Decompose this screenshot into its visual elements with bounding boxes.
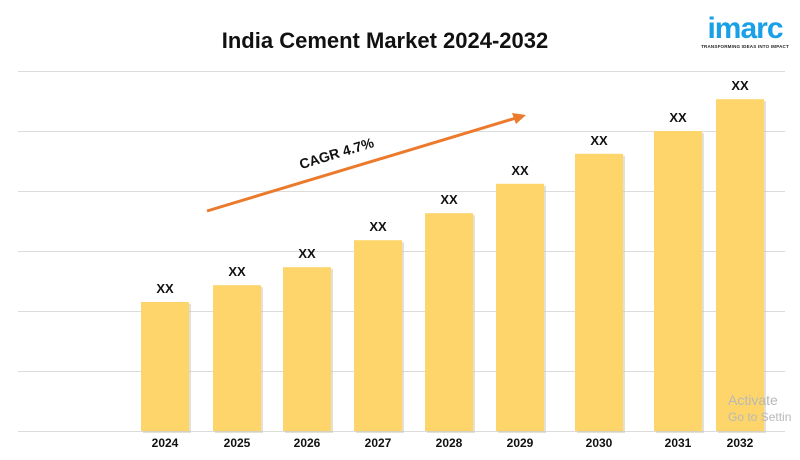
data-label: XX	[511, 163, 529, 178]
x-tick-label: 2028	[436, 436, 463, 450]
data-label: XX	[156, 281, 174, 296]
x-tick-label: 2024	[152, 436, 179, 450]
bar-2032	[716, 99, 764, 431]
data-label: XX	[298, 246, 316, 261]
x-tick-label: 2032	[727, 436, 754, 450]
bar-2028	[425, 213, 473, 431]
logo-tagline: TRANSFORMING IDEAS INTO IMPACT	[701, 44, 789, 49]
x-tick-label: 2027	[365, 436, 392, 450]
data-label: XX	[669, 110, 687, 125]
cagr-arrowhead-icon	[512, 113, 526, 124]
bar-2025	[213, 285, 261, 431]
bar-2030	[575, 153, 623, 432]
watermark-line2: Go to Settin	[728, 410, 792, 424]
data-label: XX	[440, 192, 458, 207]
cagr-arrow-line	[206, 116, 517, 213]
data-label: XX	[590, 133, 608, 148]
logo-wordmark: imarc	[707, 12, 783, 45]
bar-2024	[141, 302, 189, 431]
data-label: XX	[369, 219, 387, 234]
watermark-line1: Activate	[728, 392, 778, 408]
chart-title: India Cement Market 2024-2032	[221, 28, 549, 53]
cagr-annotation: CAGR 4.7%	[297, 134, 376, 172]
data-label: XX	[228, 264, 246, 279]
x-tick-label: 2029	[507, 436, 534, 450]
x-tick-label: 2031	[665, 436, 692, 450]
data-label: XX	[731, 78, 749, 93]
bar-2027	[354, 240, 402, 431]
bar-2026	[283, 267, 331, 431]
bar-2029	[496, 183, 544, 431]
x-tick-label: 2026	[294, 436, 321, 450]
x-tick-label: 2025	[224, 436, 251, 450]
x-tick-label: 2030	[586, 436, 613, 450]
bar-2031	[654, 131, 702, 431]
imarc-logo: imarc TRANSFORMING IDEAS INTO IMPACT	[690, 12, 800, 50]
